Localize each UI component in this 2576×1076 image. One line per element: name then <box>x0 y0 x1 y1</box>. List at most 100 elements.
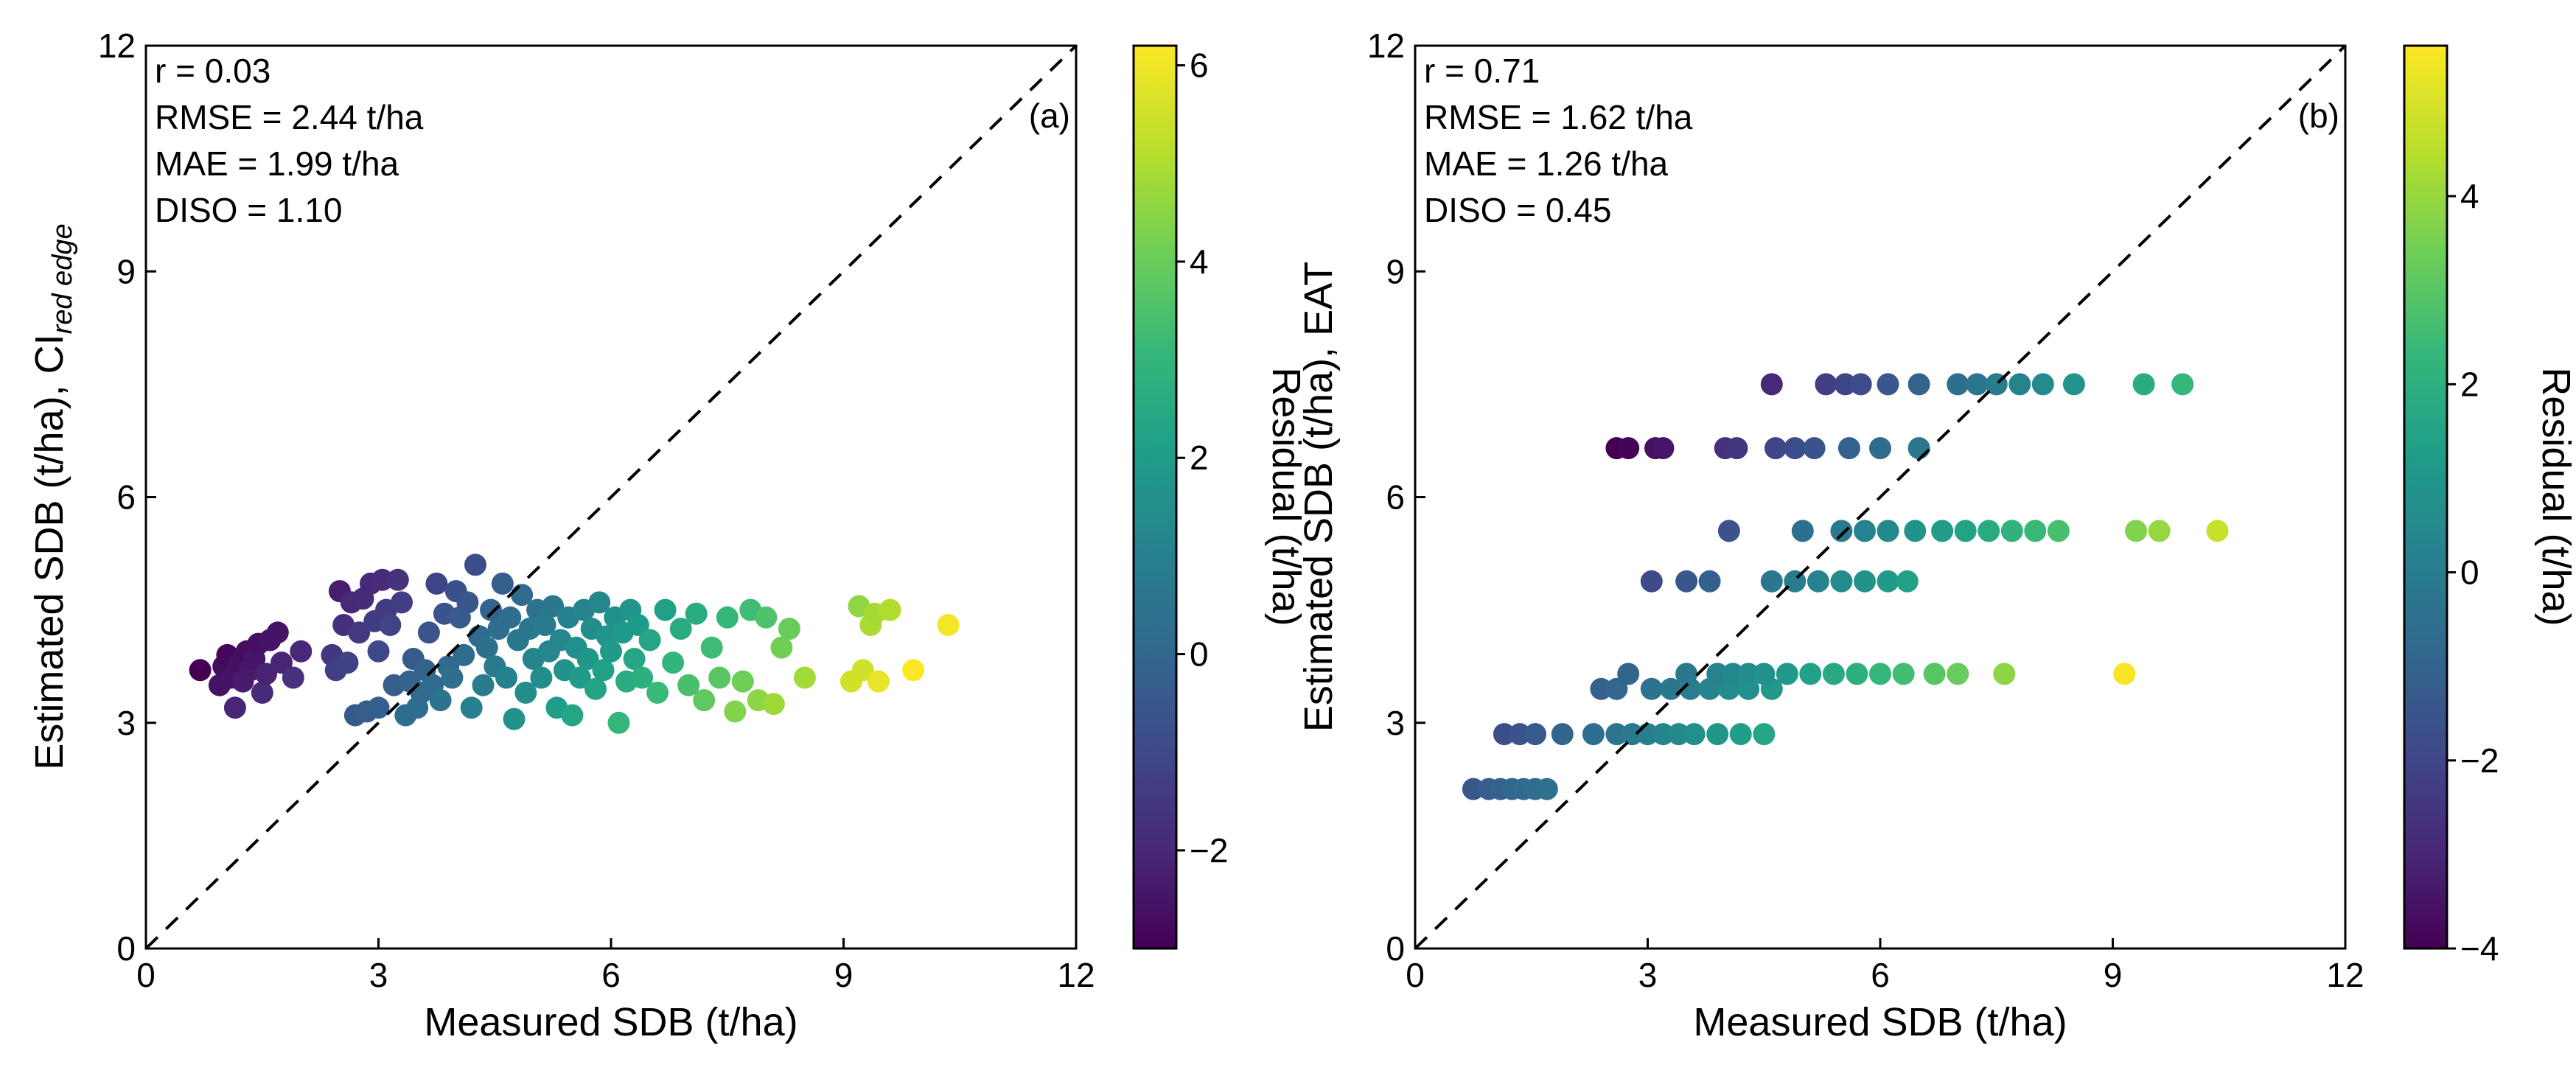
panel-a-point <box>662 651 685 674</box>
panel-a-point <box>646 681 669 704</box>
panel-b-y-tick-label: 0 <box>1386 929 1405 968</box>
panel-a-one-to-one-line <box>144 44 1078 950</box>
panel-a-stat-rmse: RMSE = 2.44 t/ha <box>155 98 424 136</box>
panel-b-x-ticks: 0 3 6 9 12 <box>1406 938 2364 994</box>
panel-a-colorbar-tick-label: −2 <box>1190 831 1228 870</box>
panel-b-point <box>1675 570 1698 593</box>
panel-a-point <box>638 629 661 651</box>
panel-a-point <box>530 666 553 689</box>
panel-b-point <box>2047 520 2070 542</box>
panel-a-point <box>189 659 212 682</box>
panel-a-point <box>677 674 700 696</box>
panel-a-point <box>762 693 785 716</box>
panel-b-y-tick-label: 3 <box>1386 704 1405 742</box>
panel-a-x-axis-label: Measured SDB (t/ha) <box>424 1000 797 1044</box>
panel-b-x-tick-label: 9 <box>2104 956 2123 994</box>
panel-a-point <box>336 651 359 674</box>
panel-a-stat-diso: DISO = 1.10 <box>155 191 342 229</box>
panel-b-point <box>2125 520 2148 542</box>
panel-a-point <box>503 708 526 730</box>
panel-b-colorbar-label: Residual (t/ha) <box>2534 367 2576 626</box>
panel-b-x-tick-label: 6 <box>1871 956 1890 994</box>
panel-b-y-tick-label: 9 <box>1386 252 1405 290</box>
panel-a-y-tick-label: 12 <box>98 27 136 65</box>
panel-a-y-ticks: 0 3 6 9 12 <box>98 27 156 968</box>
panel-a-point <box>592 659 615 682</box>
panel-a-point <box>251 681 273 704</box>
panel-a-point <box>371 568 394 591</box>
panel-a-x-ticks: 0 3 6 9 12 <box>136 938 1095 994</box>
panel-a-points <box>189 553 960 734</box>
panel-b-colorbar-tick-label: 4 <box>2460 177 2479 215</box>
panel-a-colorbar-label: Residual (t/ha) <box>1264 367 1308 626</box>
panel-a-point <box>534 614 556 636</box>
panel-b-point <box>2171 373 2194 396</box>
panel-b-point <box>1729 723 1752 746</box>
panel-b-point <box>2008 373 2031 396</box>
panel-a-y-tick-label: 9 <box>116 252 136 290</box>
panel-b-point <box>1947 663 1969 685</box>
panel-b-point <box>2132 373 2155 396</box>
panel-b-point <box>1978 520 2000 542</box>
panel-b-point <box>1784 437 1807 460</box>
panel-b-point <box>1904 520 1927 542</box>
panel-b-stat-diso: DISO = 0.45 <box>1424 191 1611 229</box>
panel-b-point <box>1760 570 1783 593</box>
panel-b-point <box>1698 570 1721 593</box>
panel-a-point <box>669 618 692 640</box>
panel-a-x-tick-label: 12 <box>1057 956 1095 994</box>
panel-a-point <box>290 640 313 663</box>
panel-a-point <box>417 621 440 644</box>
panel-b-y-ticks: 0 3 6 9 12 <box>1367 27 1425 968</box>
panel-b-point <box>1869 437 1891 460</box>
panel-b-point <box>1524 723 1546 746</box>
panel-a-point <box>623 648 646 670</box>
panel-a-point <box>491 572 514 595</box>
panel-b-y-tick-label: 12 <box>1367 27 1405 65</box>
panel-a-point <box>631 666 654 689</box>
panel-a-point <box>600 640 622 663</box>
panel-a-point <box>724 700 747 723</box>
panel-a-x-tick-label: 3 <box>369 956 388 994</box>
panel-b-point <box>1954 520 1977 542</box>
panel-a-point <box>223 696 246 719</box>
panel-a-point <box>793 666 816 689</box>
panel-a-point <box>568 666 591 689</box>
panel-b-colorbar-tick-label: 0 <box>2460 553 2479 592</box>
panel-b-point <box>1799 663 1822 685</box>
panel-a-point <box>607 711 630 734</box>
panel-b-point <box>1966 373 1989 396</box>
panel-a-point <box>937 614 960 636</box>
panel-a-y-axis-label: Estimated SDB (t/ha), CIred edge <box>27 223 78 769</box>
panel-b-point <box>1907 437 1930 460</box>
panel-b-point <box>1617 437 1640 460</box>
panel-a-point <box>472 674 495 696</box>
panel-a-x-tick-label: 6 <box>601 956 621 994</box>
panel-b-point <box>1605 723 1628 746</box>
panel-a-point <box>460 696 483 719</box>
panel-b-point <box>1722 663 1745 685</box>
panel-b-point <box>2000 520 2023 542</box>
panel-a-point <box>588 591 611 614</box>
panel-b-point <box>1640 677 1663 700</box>
panel-b-point <box>1877 570 1899 593</box>
panel-b-point <box>2024 520 2047 542</box>
panel-a-point <box>770 636 793 659</box>
panel-b-point <box>1846 663 1868 685</box>
panel-b-point <box>1791 520 1814 542</box>
panel-b-point <box>2113 663 2136 685</box>
panel-a-label: (a) <box>1029 97 1070 135</box>
panel-a-point <box>475 636 498 659</box>
panel-b-y-tick-label: 6 <box>1386 478 1405 517</box>
panel-b-point <box>1652 437 1675 460</box>
panel-b-point <box>2062 373 2085 396</box>
panel-a-point <box>499 606 522 629</box>
panel-a-colorbar-tick-label: 4 <box>1190 242 1209 281</box>
panel-a-point <box>708 666 731 689</box>
panel-b-point <box>1753 663 1776 685</box>
panel-b-colorbar-tick-label: −4 <box>2460 929 2499 968</box>
panel-a-point <box>480 598 502 621</box>
panel-a-point <box>255 663 277 685</box>
panel-b-point <box>1725 437 1748 460</box>
